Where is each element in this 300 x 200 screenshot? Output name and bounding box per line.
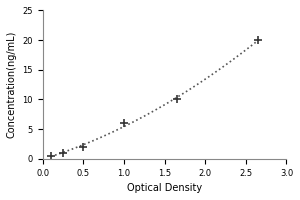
X-axis label: Optical Density: Optical Density <box>127 183 202 193</box>
Y-axis label: Concentration(ng/mL): Concentration(ng/mL) <box>7 31 17 138</box>
